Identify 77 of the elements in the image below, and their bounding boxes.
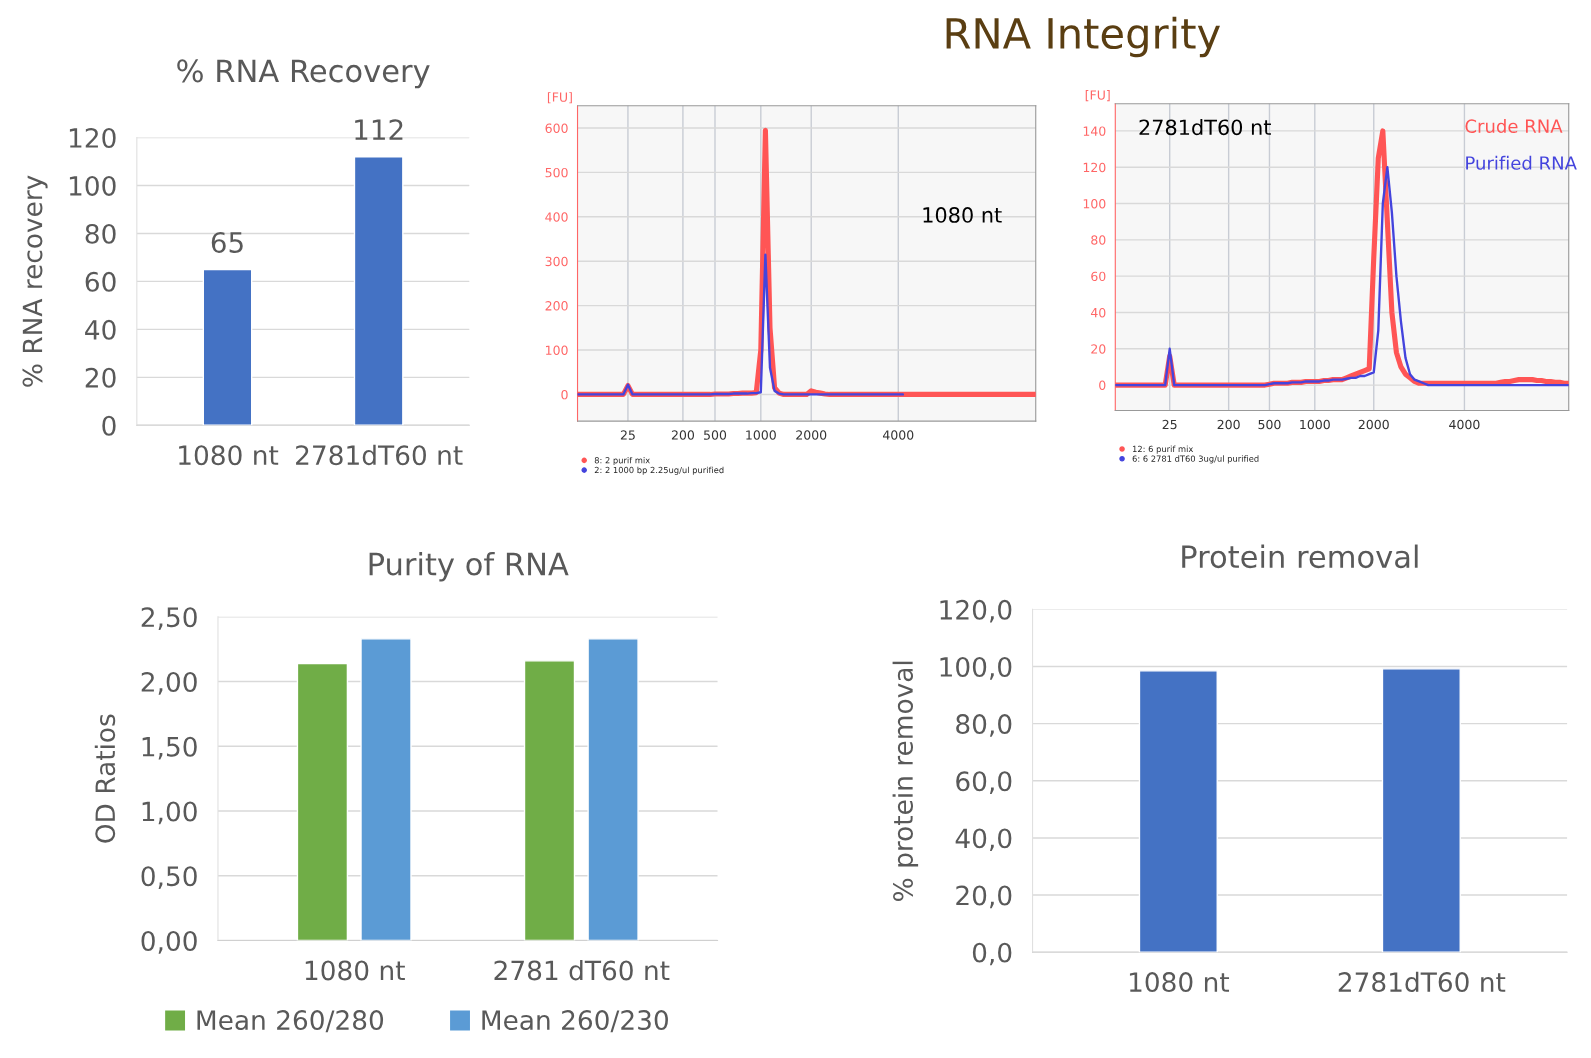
y-tick-label: 40,0 (955, 828, 1012, 852)
legend-label: 2: 2 1000 bp 2.25ug/ul purified (594, 466, 724, 475)
x-tick-label: 1080 nt (1129, 972, 1230, 993)
chart-title: % RNA Recovery (177, 59, 430, 89)
y-tick-label: 0,0 (972, 942, 1012, 966)
x-tick-label: 4000 (1449, 419, 1480, 430)
y-tick-label: 1,00 (142, 801, 197, 825)
x-tick-label: 25 (1162, 419, 1177, 430)
line-series (577, 253, 905, 396)
x-tick-label: 500 (1258, 419, 1281, 430)
y-axis-title: [FU] (547, 92, 572, 104)
x-tick-label: 25 (620, 430, 635, 440)
y-tick-label: 20,0 (956, 885, 1012, 909)
y-tick-label: 100,0 (940, 656, 1012, 680)
y-axis-title: OD Ratios (94, 714, 116, 843)
y-tick-label: 300 (545, 256, 568, 267)
legend-label: Mean 260/280 (197, 1010, 384, 1033)
y-tick-label: 600 (545, 123, 568, 133)
y-tick-label: 140 (1083, 126, 1106, 136)
annotation: 2781dT60 nt (1139, 119, 1271, 136)
y-axis-title: [FU] (1085, 90, 1110, 102)
x-tick-label: 1080 nt (305, 960, 405, 981)
y-tick-label: 60,0 (956, 771, 1012, 794)
legend-label: 8: 2 purif mix (594, 456, 650, 466)
x-tick-label: 2781 dT60 nt (494, 960, 670, 981)
y-tick-label: 100 (546, 345, 568, 355)
y-tick-label: 0 (561, 389, 568, 400)
y-tick-label: 80 (85, 223, 116, 244)
y-tick-label: 100 (1083, 199, 1106, 209)
y-axis-title: % RNA recovery (22, 175, 48, 387)
chart-title: Purity of RNA (369, 551, 569, 582)
legend-label: 6: 6 2781 dT60 3ug/ul purified (1132, 455, 1259, 464)
y-tick-label: 2,50 (141, 607, 197, 630)
y-tick-label: 120,0 (940, 599, 1012, 623)
x-tick-label: 4000 (882, 430, 914, 440)
annotation: 1080 nt (923, 207, 1002, 223)
y-tick-label: 200 (545, 301, 568, 311)
x-tick-label: 500 (704, 430, 727, 440)
y-axis-title: % protein removal (892, 661, 919, 901)
bar (296, 662, 349, 941)
y-tick-label: 60 (1091, 271, 1106, 282)
x-tick-label: 2000 (1358, 419, 1389, 430)
y-tick-label: 100 (69, 175, 116, 196)
y-tick-label: 1,50 (142, 736, 197, 760)
data-label: 65 (211, 231, 243, 253)
chart-title: Protein removal (1182, 544, 1418, 569)
y-tick-label: 20 (85, 367, 116, 388)
data-label: 112 (355, 119, 403, 140)
y-tick-label: 400 (545, 212, 568, 222)
y-tick-label: 0 (102, 415, 116, 436)
y-tick-label: 40 (85, 319, 116, 340)
y-tick-label: 0 (1099, 380, 1106, 391)
y-tick-label: 0,00 (141, 931, 197, 954)
y-tick-label: 500 (545, 167, 568, 178)
bar (523, 660, 576, 941)
annotation: Crude RNA (1465, 119, 1563, 133)
bar (587, 638, 639, 941)
bar (360, 638, 412, 941)
y-tick-label: 20 (1091, 344, 1106, 354)
y-tick-label: 2,00 (141, 672, 197, 695)
y-tick-label: 120 (69, 127, 116, 148)
annotation: Purified RNA (1466, 155, 1577, 170)
y-tick-label: 0,50 (141, 866, 197, 889)
y-tick-label: 80 (1091, 235, 1106, 245)
chart-title: RNA Integrity (946, 16, 1220, 58)
x-tick-label: 1000 (746, 430, 776, 440)
x-tick-label: 2781dT60 nt (1338, 971, 1506, 993)
y-tick-label: 60 (85, 271, 116, 292)
legend-label: Mean 260/230 (482, 1010, 668, 1033)
x-tick-label: 1000 (1300, 419, 1330, 430)
y-tick-label: 120 (1083, 162, 1106, 173)
y-tick-label: 80,0 (956, 714, 1012, 737)
legend-label: 12: 6 purif mix (1132, 445, 1194, 454)
x-tick-label: 200 (671, 430, 695, 440)
x-tick-label: 200 (1217, 419, 1240, 430)
y-tick-label: 40 (1090, 307, 1106, 318)
x-tick-label: 2000 (796, 430, 827, 440)
